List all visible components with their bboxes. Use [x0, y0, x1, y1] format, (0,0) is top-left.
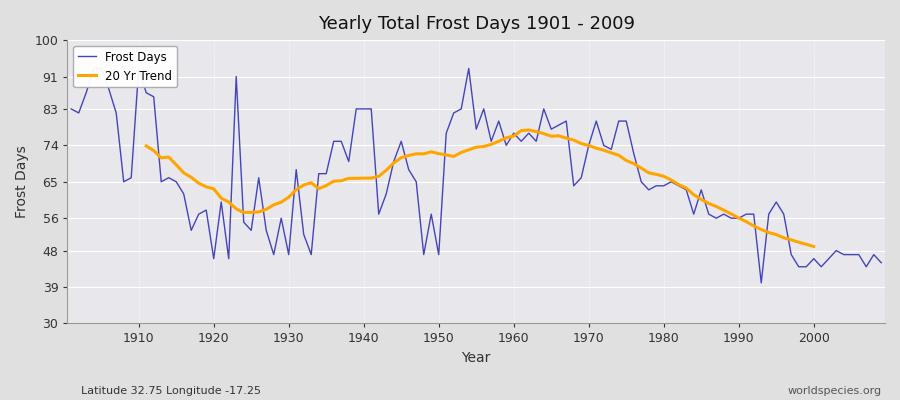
Line: 20 Yr Trend: 20 Yr Trend [146, 130, 814, 246]
Line: Frost Days: Frost Days [71, 68, 881, 283]
Frost Days [606, 147, 616, 152]
20 Yr Trend [613, 153, 624, 158]
20 Yr Trend [786, 238, 796, 242]
X-axis label: Year: Year [462, 351, 490, 365]
Text: Latitude 32.75 Longitude -17.25: Latitude 32.75 Longitude -17.25 [81, 386, 261, 396]
Legend: Frost Days, 20 Yr Trend: Frost Days, 20 Yr Trend [74, 46, 177, 87]
Frost Days [66, 106, 77, 111]
Frost Days [756, 280, 767, 285]
Frost Days [876, 260, 886, 265]
Frost Days [516, 139, 526, 144]
20 Yr Trend [808, 244, 819, 249]
Frost Days [88, 66, 99, 71]
Frost Days [298, 232, 309, 237]
Title: Yearly Total Frost Days 1901 - 2009: Yearly Total Frost Days 1901 - 2009 [318, 15, 634, 33]
20 Yr Trend [718, 208, 729, 212]
Y-axis label: Frost Days: Frost Days [15, 145, 29, 218]
Text: worldspecies.org: worldspecies.org [788, 386, 882, 396]
Frost Days [133, 66, 144, 71]
Frost Days [343, 159, 354, 164]
20 Yr Trend [703, 201, 714, 206]
20 Yr Trend [140, 144, 151, 148]
Frost Days [508, 131, 519, 136]
20 Yr Trend [343, 176, 354, 181]
20 Yr Trend [523, 128, 534, 132]
20 Yr Trend [230, 206, 241, 211]
